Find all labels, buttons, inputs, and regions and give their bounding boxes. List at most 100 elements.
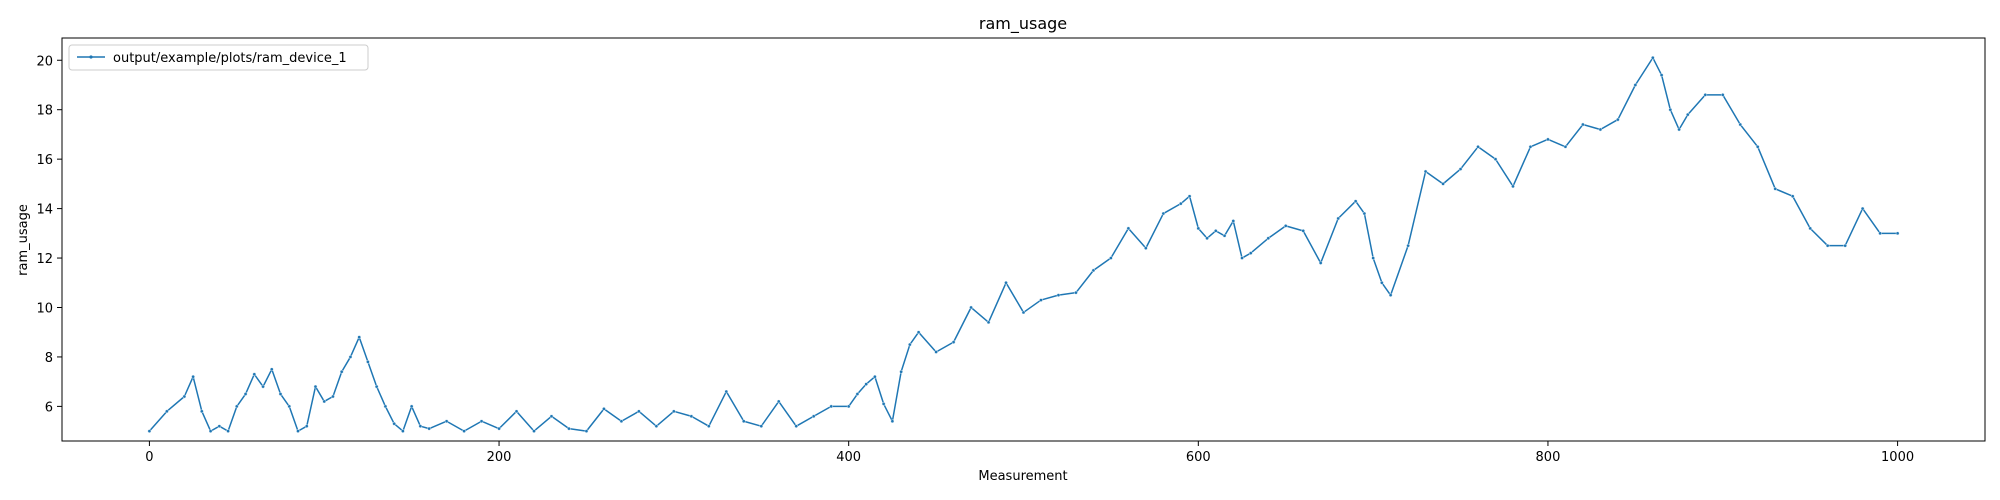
data-point <box>619 419 624 424</box>
data-point <box>1843 243 1847 248</box>
data-point <box>1240 256 1244 260</box>
data-point <box>637 409 641 414</box>
data-point <box>374 384 379 389</box>
data-point <box>864 382 868 386</box>
data-point <box>759 424 764 428</box>
data-point <box>165 409 169 414</box>
data-point <box>1214 229 1218 233</box>
data-point <box>313 384 318 389</box>
data-point <box>1476 144 1480 149</box>
data-point <box>916 330 921 335</box>
data-point <box>1371 256 1375 260</box>
data-point <box>462 429 466 433</box>
data-point <box>689 414 694 419</box>
data-point <box>776 399 781 404</box>
y-tick-label: 20 <box>36 54 53 69</box>
data-point <box>1773 187 1778 191</box>
data-point <box>1205 236 1209 241</box>
data-point <box>514 409 519 414</box>
data-point <box>873 374 877 379</box>
data-point <box>908 342 912 347</box>
data-point <box>208 429 213 433</box>
data-point <box>427 426 431 431</box>
data-point <box>1336 216 1340 221</box>
data-point <box>1353 199 1358 203</box>
data-point <box>855 392 860 396</box>
data-point <box>1362 211 1367 216</box>
data-point <box>1616 117 1620 122</box>
y-axis-ticks: 6 8 10 12 14 16 18 20 <box>36 54 62 415</box>
data-point <box>1563 144 1568 149</box>
data-point <box>1161 211 1166 216</box>
legend-marker-swatch <box>89 55 93 59</box>
data-point <box>235 404 239 409</box>
y-tick-label: 14 <box>36 203 53 218</box>
data-point <box>1179 201 1183 206</box>
data-point <box>1458 167 1463 171</box>
data-point <box>1441 182 1445 186</box>
data-point <box>951 340 956 344</box>
data-point <box>602 407 606 411</box>
data-point <box>1266 236 1271 241</box>
data-point <box>707 424 711 428</box>
data-point <box>339 369 344 374</box>
data-point <box>357 335 361 339</box>
x-tick-label: 200 <box>487 450 512 465</box>
data-point <box>846 404 851 409</box>
y-axis-label: ram_usage <box>16 204 31 276</box>
data-point <box>226 429 230 433</box>
data-point <box>401 429 405 433</box>
data-point <box>243 392 248 396</box>
data-point <box>1511 184 1515 189</box>
data-point <box>1126 226 1131 231</box>
data-point <box>1720 93 1725 97</box>
data-point <box>1144 246 1148 250</box>
data-point <box>497 426 501 431</box>
data-point <box>269 367 274 372</box>
data-point <box>1581 122 1585 127</box>
x-tick-label: 400 <box>836 450 861 465</box>
data-point <box>383 404 388 409</box>
data-point <box>811 414 816 419</box>
series-line <box>148 57 1898 432</box>
data-point <box>191 374 195 379</box>
data-point <box>1187 194 1192 199</box>
data-point <box>1423 169 1428 174</box>
data-point <box>1021 310 1026 315</box>
data-point <box>1222 233 1227 238</box>
data-point <box>899 369 903 374</box>
y-tick-label: 12 <box>36 252 53 267</box>
legend-label: output/example/plots/ram_device_1 <box>113 51 347 66</box>
data-point <box>348 355 353 359</box>
data-point <box>1808 226 1812 231</box>
data-point <box>182 394 187 399</box>
data-point <box>409 404 414 409</box>
data-point <box>1248 251 1253 255</box>
x-tick-label: 0 <box>145 450 153 465</box>
y-tick-label: 6 <box>45 400 53 415</box>
data-point <box>1388 293 1393 297</box>
data-point <box>532 429 536 433</box>
data-point <box>322 399 327 404</box>
data-point <box>1659 73 1664 77</box>
x-tick-label: 1000 <box>1881 450 1914 465</box>
data-point <box>829 404 834 409</box>
data-point <box>1039 298 1043 302</box>
x-axis-label: Measurement <box>978 469 1067 484</box>
data-point <box>654 424 659 428</box>
data-point <box>1825 243 1830 248</box>
data-point <box>741 419 746 424</box>
data-point <box>444 419 449 424</box>
data-point <box>567 426 571 431</box>
data-point <box>1493 157 1498 161</box>
data-point <box>252 372 257 377</box>
data-point <box>1755 144 1760 149</box>
data-point <box>392 421 396 426</box>
data-point <box>200 409 204 414</box>
data-point <box>1790 194 1795 199</box>
data-point <box>1878 231 1882 236</box>
data-point <box>366 360 370 364</box>
data-point <box>278 392 283 396</box>
